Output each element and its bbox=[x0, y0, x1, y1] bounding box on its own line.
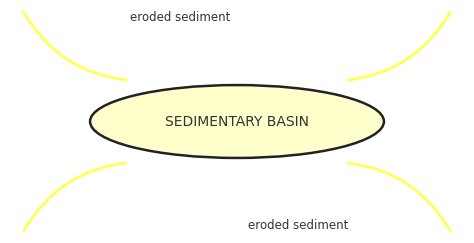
Text: eroded sediment: eroded sediment bbox=[130, 10, 230, 24]
FancyArrowPatch shape bbox=[348, 163, 450, 231]
Text: SEDIMENTARY BASIN: SEDIMENTARY BASIN bbox=[165, 114, 309, 129]
FancyArrowPatch shape bbox=[24, 12, 126, 80]
Text: eroded sediment: eroded sediment bbox=[248, 219, 349, 233]
FancyArrowPatch shape bbox=[24, 163, 126, 231]
Ellipse shape bbox=[90, 85, 384, 158]
FancyArrowPatch shape bbox=[348, 12, 450, 80]
